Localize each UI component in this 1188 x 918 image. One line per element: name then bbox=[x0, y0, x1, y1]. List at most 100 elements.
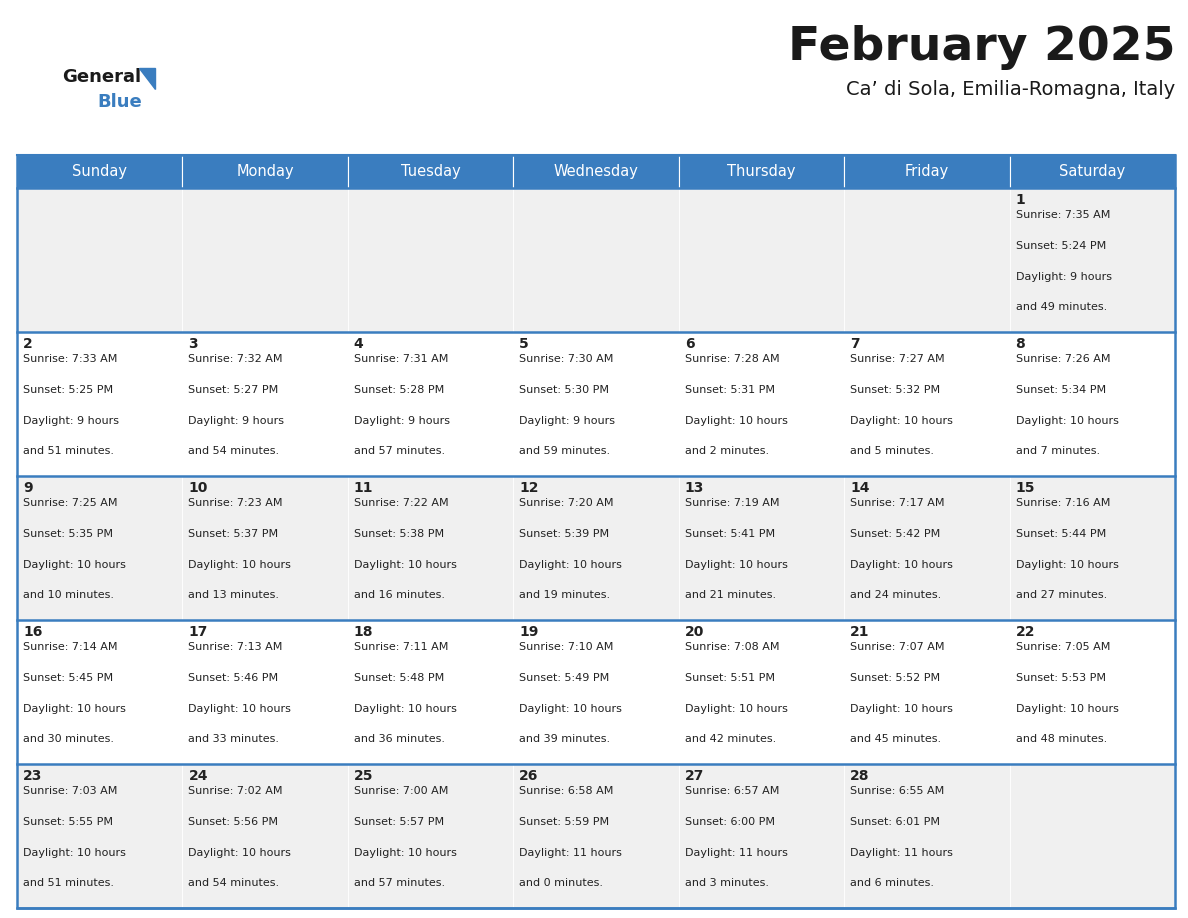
Text: and 57 minutes.: and 57 minutes. bbox=[354, 446, 446, 456]
Text: Sunset: 5:35 PM: Sunset: 5:35 PM bbox=[23, 529, 113, 539]
Text: Daylight: 10 hours: Daylight: 10 hours bbox=[354, 703, 456, 713]
Bar bbox=[1010, 620, 1175, 764]
Bar bbox=[348, 188, 513, 332]
Text: 21: 21 bbox=[851, 625, 870, 639]
Text: and 0 minutes.: and 0 minutes. bbox=[519, 879, 604, 889]
Text: Sunrise: 7:13 AM: Sunrise: 7:13 AM bbox=[189, 642, 283, 652]
Text: Sunrise: 7:27 AM: Sunrise: 7:27 AM bbox=[851, 354, 944, 364]
Text: Sunrise: 7:26 AM: Sunrise: 7:26 AM bbox=[1016, 354, 1110, 364]
Text: and 3 minutes.: and 3 minutes. bbox=[684, 879, 769, 889]
Text: Sunset: 5:42 PM: Sunset: 5:42 PM bbox=[851, 529, 941, 539]
Text: Sunrise: 7:19 AM: Sunrise: 7:19 AM bbox=[684, 498, 779, 508]
Text: Sunset: 5:30 PM: Sunset: 5:30 PM bbox=[519, 385, 609, 395]
Text: 22: 22 bbox=[1016, 625, 1035, 639]
Text: Sunset: 5:39 PM: Sunset: 5:39 PM bbox=[519, 529, 609, 539]
Text: 18: 18 bbox=[354, 625, 373, 639]
Bar bbox=[513, 155, 678, 188]
Text: Sunrise: 7:33 AM: Sunrise: 7:33 AM bbox=[23, 354, 118, 364]
Text: and 24 minutes.: and 24 minutes. bbox=[851, 590, 941, 600]
Bar bbox=[1010, 764, 1175, 908]
Bar bbox=[17, 155, 1175, 908]
Text: Sunrise: 7:00 AM: Sunrise: 7:00 AM bbox=[354, 786, 448, 796]
Text: 6: 6 bbox=[684, 337, 694, 351]
Bar bbox=[348, 620, 513, 764]
Text: 28: 28 bbox=[851, 769, 870, 783]
Text: 1: 1 bbox=[1016, 193, 1025, 207]
Text: and 59 minutes.: and 59 minutes. bbox=[519, 446, 611, 456]
Text: Sunday: Sunday bbox=[72, 164, 127, 179]
Text: Sunrise: 6:55 AM: Sunrise: 6:55 AM bbox=[851, 786, 944, 796]
Text: Sunset: 5:49 PM: Sunset: 5:49 PM bbox=[519, 673, 609, 683]
Text: Daylight: 9 hours: Daylight: 9 hours bbox=[189, 416, 284, 426]
Text: and 6 minutes.: and 6 minutes. bbox=[851, 879, 934, 889]
Text: Daylight: 9 hours: Daylight: 9 hours bbox=[1016, 272, 1112, 282]
Text: and 10 minutes.: and 10 minutes. bbox=[23, 590, 114, 600]
Text: and 19 minutes.: and 19 minutes. bbox=[519, 590, 611, 600]
Bar bbox=[17, 155, 183, 188]
Text: 16: 16 bbox=[23, 625, 43, 639]
Text: Sunset: 5:55 PM: Sunset: 5:55 PM bbox=[23, 817, 113, 827]
Text: Sunset: 5:46 PM: Sunset: 5:46 PM bbox=[189, 673, 278, 683]
Bar bbox=[678, 332, 845, 476]
Text: Sunset: 5:28 PM: Sunset: 5:28 PM bbox=[354, 385, 444, 395]
Text: and 16 minutes.: and 16 minutes. bbox=[354, 590, 444, 600]
Text: and 57 minutes.: and 57 minutes. bbox=[354, 879, 446, 889]
Text: Sunrise: 7:02 AM: Sunrise: 7:02 AM bbox=[189, 786, 283, 796]
Text: Daylight: 11 hours: Daylight: 11 hours bbox=[851, 847, 953, 857]
Text: Sunset: 5:44 PM: Sunset: 5:44 PM bbox=[1016, 529, 1106, 539]
Text: Daylight: 10 hours: Daylight: 10 hours bbox=[851, 703, 953, 713]
Text: Daylight: 10 hours: Daylight: 10 hours bbox=[23, 703, 126, 713]
Text: and 13 minutes.: and 13 minutes. bbox=[189, 590, 279, 600]
Text: Sunrise: 7:31 AM: Sunrise: 7:31 AM bbox=[354, 354, 448, 364]
Bar bbox=[17, 188, 183, 332]
Text: 4: 4 bbox=[354, 337, 364, 351]
Text: Sunset: 5:56 PM: Sunset: 5:56 PM bbox=[189, 817, 278, 827]
Text: Daylight: 10 hours: Daylight: 10 hours bbox=[684, 703, 788, 713]
Text: 8: 8 bbox=[1016, 337, 1025, 351]
Bar bbox=[1010, 188, 1175, 332]
Bar bbox=[183, 188, 348, 332]
Text: 2: 2 bbox=[23, 337, 33, 351]
Text: Daylight: 10 hours: Daylight: 10 hours bbox=[1016, 416, 1118, 426]
Text: Sunrise: 7:22 AM: Sunrise: 7:22 AM bbox=[354, 498, 449, 508]
Text: Sunrise: 7:23 AM: Sunrise: 7:23 AM bbox=[189, 498, 283, 508]
Text: and 54 minutes.: and 54 minutes. bbox=[189, 446, 279, 456]
Text: and 33 minutes.: and 33 minutes. bbox=[189, 734, 279, 744]
Bar bbox=[17, 764, 183, 908]
Text: 12: 12 bbox=[519, 481, 539, 495]
Text: General: General bbox=[62, 68, 141, 86]
Text: Sunrise: 7:10 AM: Sunrise: 7:10 AM bbox=[519, 642, 614, 652]
Bar bbox=[348, 155, 513, 188]
Bar bbox=[845, 764, 1010, 908]
Text: Sunrise: 6:57 AM: Sunrise: 6:57 AM bbox=[684, 786, 779, 796]
Text: Sunrise: 7:14 AM: Sunrise: 7:14 AM bbox=[23, 642, 118, 652]
Text: 14: 14 bbox=[851, 481, 870, 495]
Bar bbox=[1010, 155, 1175, 188]
Text: Sunset: 6:00 PM: Sunset: 6:00 PM bbox=[684, 817, 775, 827]
Bar bbox=[678, 155, 845, 188]
Bar bbox=[17, 332, 183, 476]
Text: Sunrise: 6:58 AM: Sunrise: 6:58 AM bbox=[519, 786, 614, 796]
Text: Sunrise: 7:35 AM: Sunrise: 7:35 AM bbox=[1016, 210, 1110, 220]
Text: 13: 13 bbox=[684, 481, 704, 495]
Text: Daylight: 10 hours: Daylight: 10 hours bbox=[189, 703, 291, 713]
Text: 7: 7 bbox=[851, 337, 860, 351]
Bar bbox=[1010, 476, 1175, 620]
Text: 10: 10 bbox=[189, 481, 208, 495]
Text: Daylight: 10 hours: Daylight: 10 hours bbox=[684, 559, 788, 569]
Text: Daylight: 10 hours: Daylight: 10 hours bbox=[1016, 703, 1118, 713]
Text: and 7 minutes.: and 7 minutes. bbox=[1016, 446, 1100, 456]
Text: and 2 minutes.: and 2 minutes. bbox=[684, 446, 769, 456]
Text: Sunset: 5:24 PM: Sunset: 5:24 PM bbox=[1016, 241, 1106, 251]
Text: and 30 minutes.: and 30 minutes. bbox=[23, 734, 114, 744]
Text: Sunrise: 7:32 AM: Sunrise: 7:32 AM bbox=[189, 354, 283, 364]
Text: and 45 minutes.: and 45 minutes. bbox=[851, 734, 941, 744]
Polygon shape bbox=[139, 68, 154, 89]
Text: Sunrise: 7:30 AM: Sunrise: 7:30 AM bbox=[519, 354, 614, 364]
Bar bbox=[513, 620, 678, 764]
Text: Sunset: 6:01 PM: Sunset: 6:01 PM bbox=[851, 817, 940, 827]
Text: Daylight: 10 hours: Daylight: 10 hours bbox=[23, 847, 126, 857]
Bar bbox=[678, 620, 845, 764]
Text: 26: 26 bbox=[519, 769, 538, 783]
Text: and 49 minutes.: and 49 minutes. bbox=[1016, 302, 1107, 312]
